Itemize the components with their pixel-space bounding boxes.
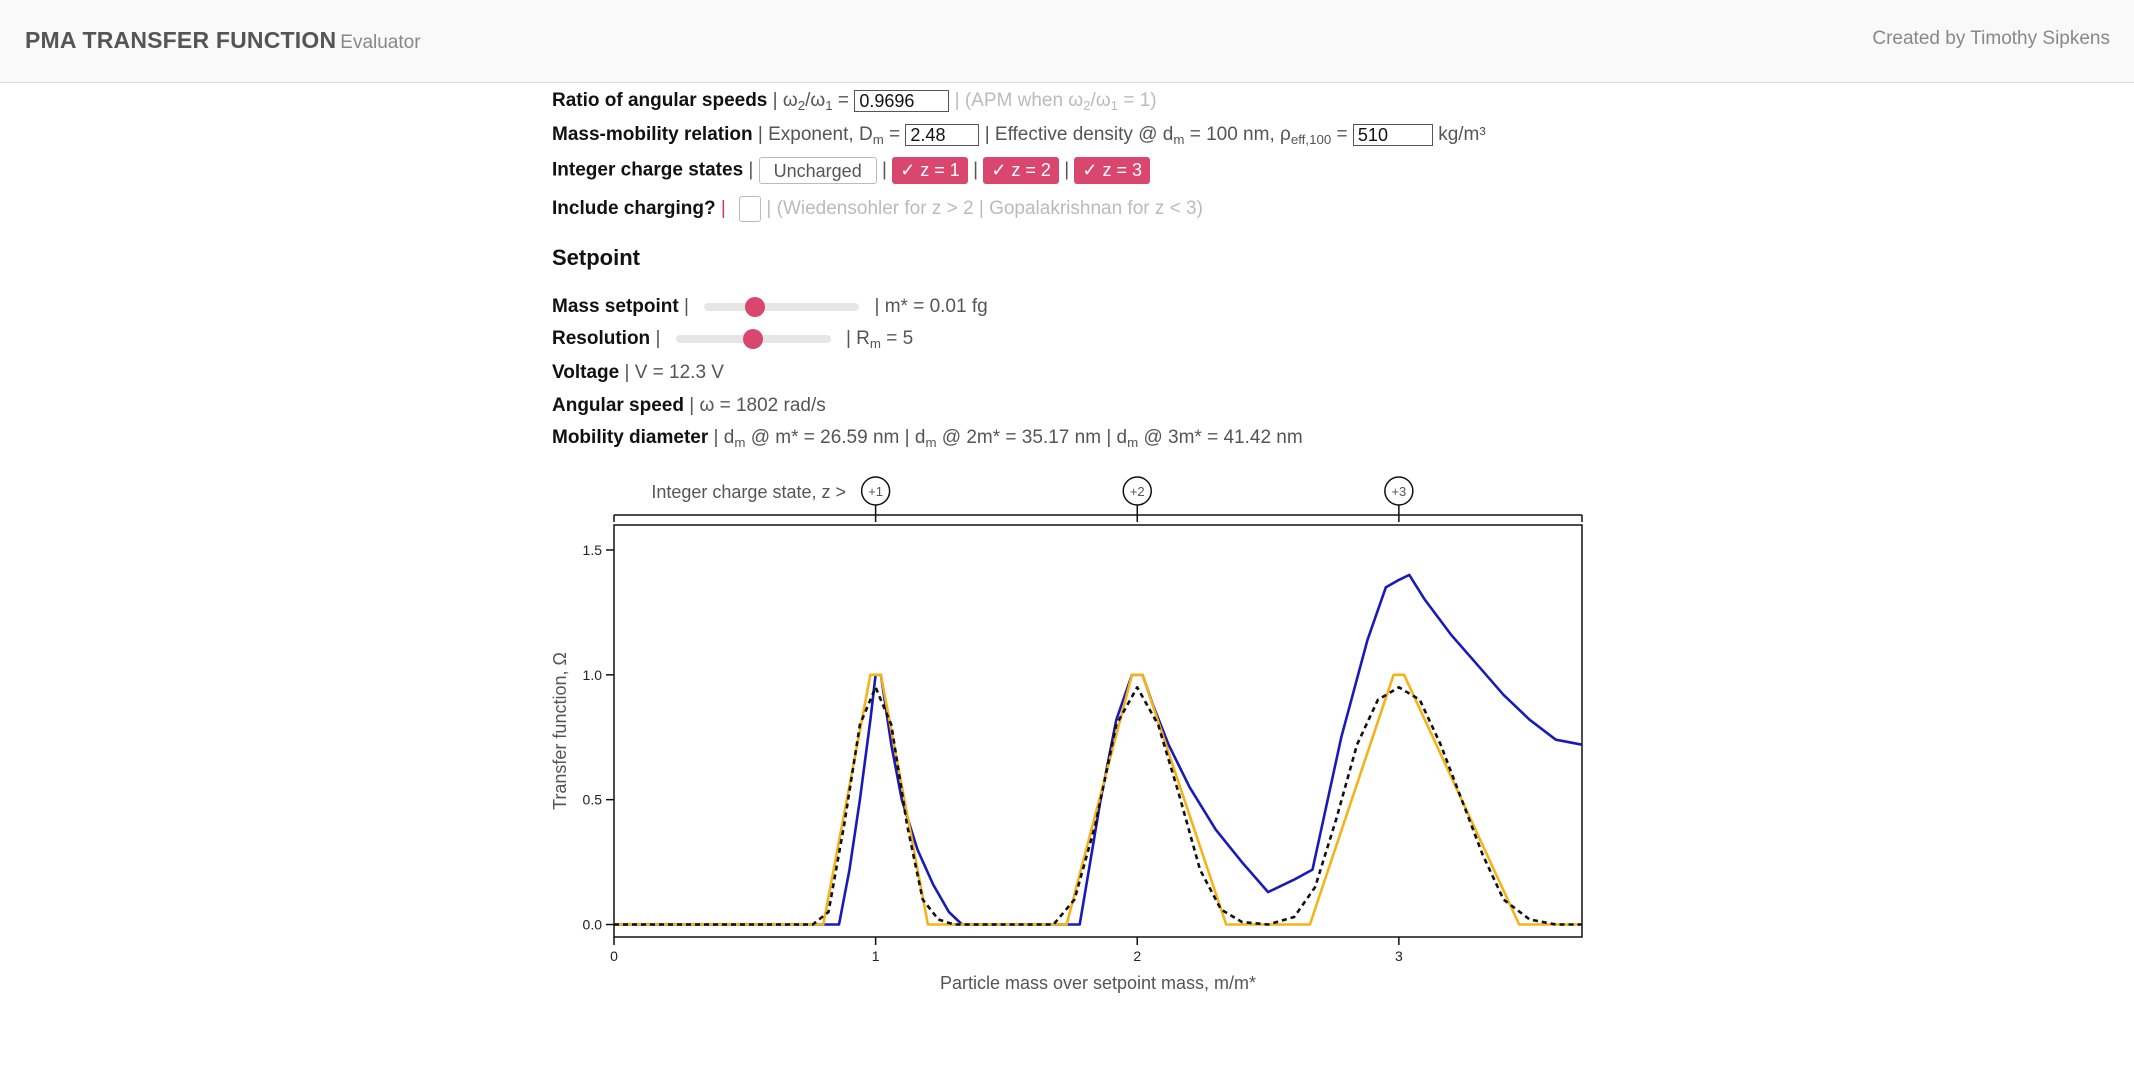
app-subtitle: Evaluator: [340, 32, 421, 53]
ratio-row: Ratio of angular speeds | ω2/ω1 = | (APM…: [552, 90, 1157, 113]
x-tick-label: 3: [1395, 948, 1403, 964]
charge-z2-toggle[interactable]: ✓ z = 2: [983, 157, 1059, 184]
app-header: PMA TRANSFER FUNCTION Evaluator Created b…: [0, 0, 2134, 83]
charging-row: Include charging? | | (Wiedensohler for …: [552, 196, 1203, 222]
transfer-function-chart: Integer charge state, z > +1 +2 +3 0 1 2 3 0.0 0.…: [550, 476, 1583, 993]
uncharged-toggle[interactable]: Uncharged: [758, 157, 877, 184]
x-tick-label: 2: [1133, 948, 1141, 964]
angular-speed-row: Angular speed | ω = 1802 rad/s: [552, 395, 826, 416]
y-tick-label: 1.0: [583, 667, 603, 683]
top-axis-label: Integer charge state, z >: [651, 482, 846, 502]
mobility-diameter-1: dm @ m* = 26.59 nm: [723, 427, 900, 450]
charge-marker-circle: [860, 476, 891, 506]
mass-mobility-row: Mass-mobility relation | Exponent, Dm = …: [552, 124, 1486, 147]
y-axis-label: Transfer function, Ω: [550, 652, 570, 810]
charging-hint: (Wiedensohler for z > 2 | Gopalakrishnan…: [776, 198, 1203, 220]
charge-states-row: Integer charge states | Uncharged | ✓ z …: [552, 157, 1151, 184]
voltage-label: Voltage: [552, 362, 620, 383]
resolution-label: Resolution: [552, 328, 651, 349]
mass-slider-handle[interactable]: [745, 296, 766, 317]
density-input[interactable]: [1352, 124, 1433, 146]
mass-setpoint-row: Mass setpoint | | m* = 0.01 fg: [552, 296, 988, 317]
mobility-diameter-3: dm @ 3m* = 41.42 nm: [1116, 427, 1303, 450]
voltage-readout: V = 12.3 V: [634, 362, 724, 383]
series-line-3: [614, 686, 1582, 926]
density-unit: kg/m³: [1438, 124, 1486, 146]
resolution-readout: Rm = 5: [856, 328, 914, 351]
mass-setpoint-label: Mass setpoint: [552, 296, 679, 317]
ratio-symbol: ω2/ω1 =: [782, 90, 850, 113]
x-tick-label: 1: [872, 948, 880, 964]
charge-marker-circle: [1384, 476, 1414, 506]
series-line-1: [614, 573, 1583, 926]
mass-mobility-label: Mass-mobility relation: [552, 124, 753, 146]
mass-setpoint-readout: m* = 0.01 fg: [884, 296, 988, 317]
density-label: Effective density @ dm = 100 nm, ρeff,10…: [994, 124, 1348, 147]
charge-marker-label: +3: [1391, 484, 1406, 499]
charge-z3-toggle[interactable]: ✓ z = 3: [1074, 157, 1151, 184]
setpoint-heading: Setpoint: [552, 245, 640, 270]
mobility-diameter-row: Mobility diameter | dm @ m* = 26.59 nm |…: [552, 427, 1303, 450]
author-credit: Created by Timothy Sipkens: [1872, 28, 2110, 49]
charge-marker-label: +1: [868, 484, 883, 499]
x-axis-label: Particle mass over setpoint mass, m/m*: [940, 973, 1256, 993]
angular-speed-label: Angular speed: [552, 395, 684, 416]
exponent-label: Exponent, Dm =: [768, 124, 901, 147]
app-title: PMA TRANSFER FUNCTION: [25, 27, 337, 53]
angular-speed-readout: ω = 1802 rad/s: [699, 395, 826, 416]
resolution-slider-handle[interactable]: [743, 328, 764, 349]
ratio-input[interactable]: [854, 90, 950, 112]
charge-marker-circle: [1122, 476, 1152, 506]
mass-setpoint-slider[interactable]: [704, 296, 860, 317]
app-brand: PMA TRANSFER FUNCTION Evaluator: [25, 27, 421, 54]
exponent-input[interactable]: [905, 124, 980, 146]
ratio-label: Ratio of angular speeds: [552, 90, 768, 112]
charging-label: Include charging?: [552, 198, 716, 220]
plot-frame: [613, 524, 1583, 938]
charge-marker-label: +2: [1130, 484, 1145, 499]
series-line-2: [614, 673, 1582, 926]
mobility-diameter-2: dm @ 2m* = 35.17 nm: [914, 427, 1102, 450]
voltage-row: Voltage | V = 12.3 V: [552, 362, 724, 383]
x-tick-label: 0: [610, 948, 618, 964]
charging-checkbox[interactable]: [739, 196, 762, 222]
charge-z1-toggle[interactable]: ✓ z = 1: [892, 157, 968, 184]
resolution-slider[interactable]: [675, 328, 831, 349]
y-tick-label: 0.5: [583, 792, 603, 808]
mobility-diameter-label: Mobility diameter: [552, 427, 709, 448]
resolution-row: Resolution | | Rm = 5: [552, 328, 914, 351]
y-tick-label: 0.0: [583, 917, 603, 933]
y-tick-label: 1.5: [583, 542, 603, 558]
ratio-hint: | (APM when ω2/ω1 = 1): [954, 90, 1157, 113]
charge-states-label: Integer charge states: [552, 159, 744, 181]
